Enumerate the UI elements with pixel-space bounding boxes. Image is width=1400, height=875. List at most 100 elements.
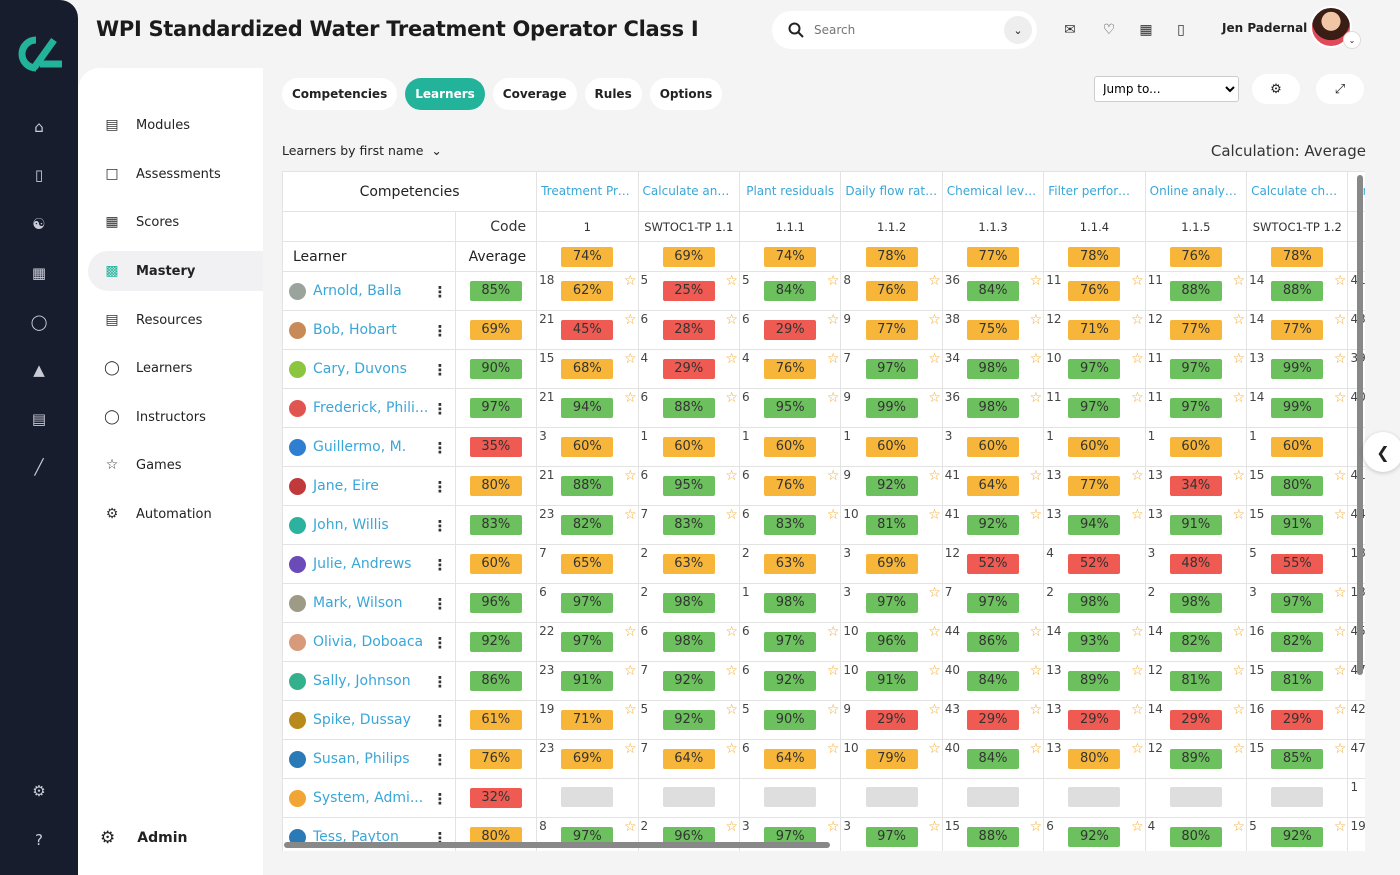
tab-competencies[interactable]: Competencies xyxy=(282,78,398,110)
mastery-cell[interactable]: 21 94% ☆ xyxy=(536,388,639,428)
mastery-cell[interactable]: 14 93% ☆ xyxy=(1043,622,1146,662)
mastery-cell[interactable]: 8 76% ☆ xyxy=(840,271,943,311)
learner-name[interactable]: Guillermo, M. ⋮ xyxy=(282,427,456,467)
mastery-cell[interactable]: 13 99% ☆ xyxy=(1246,349,1349,389)
more-options-icon[interactable]: ⋮ xyxy=(432,634,448,652)
mastery-cell[interactable]: 3 60% xyxy=(941,427,1045,467)
mastery-cell[interactable]: 23 91% ☆ xyxy=(536,661,639,701)
mastery-cell[interactable]: 14 29% ☆ xyxy=(1144,700,1248,740)
learner-name[interactable]: System, Admi... ⋮ xyxy=(282,778,456,818)
mastery-cell[interactable]: 15 68% ☆ xyxy=(536,349,639,389)
mastery-cell[interactable]: 10 79% ☆ xyxy=(840,739,943,779)
competency-header[interactable]: Calculate chemical... xyxy=(1246,171,1349,212)
tab-learners[interactable]: Learners xyxy=(405,78,485,110)
mastery-cell[interactable]: 6 29% ☆ xyxy=(738,310,842,350)
mastery-cell[interactable]: 16 29% ☆ xyxy=(1246,700,1349,740)
mastery-cell[interactable]: 10 97% ☆ xyxy=(1043,349,1146,389)
user-name[interactable]: Jen Padernal xyxy=(1222,21,1308,35)
search-bar[interactable]: ⌄ xyxy=(772,11,1037,49)
tab-options[interactable]: Options xyxy=(649,78,723,110)
competency-header[interactable]: Calculate and/or record: xyxy=(637,171,740,212)
mastery-cell[interactable]: 11 97% ☆ xyxy=(1043,388,1146,428)
mastery-cell[interactable]: 1996 xyxy=(1347,817,1365,851)
mastery-cell[interactable]: 3 69% xyxy=(840,544,943,584)
more-options-icon[interactable]: ⋮ xyxy=(432,400,448,418)
settings-button[interactable]: ⚙ xyxy=(1252,74,1300,104)
mastery-cell[interactable]: 6 97% xyxy=(536,583,639,623)
mastery-cell[interactable]: 6 98% ☆ xyxy=(637,622,740,662)
learner-name[interactable]: Frederick, Phili... ⋮ xyxy=(282,388,456,428)
grid-icon[interactable]: ▦ xyxy=(31,264,47,282)
settings-icon[interactable]: ⚙ xyxy=(32,782,46,800)
jump-to-select[interactable]: Jump to... xyxy=(1094,76,1239,102)
mastery-cell[interactable]: 1 98% xyxy=(738,583,842,623)
mastery-cell[interactable]: 4 80% ☆ xyxy=(1144,817,1248,851)
mastery-cell[interactable]: 3 97% ☆ xyxy=(840,583,943,623)
library-icon[interactable]: ▤ xyxy=(31,410,47,428)
chevron-down-icon[interactable]: ⌄ xyxy=(1343,31,1361,49)
mastery-cell[interactable]: 12 77% ☆ xyxy=(1144,310,1248,350)
more-options-icon[interactable]: ⋮ xyxy=(432,556,448,574)
competency-header[interactable]: Online analyzers data xyxy=(1144,171,1248,212)
mastery-cell[interactable]: 13 77% ☆ xyxy=(1043,466,1146,506)
mastery-cell[interactable]: 2 98% xyxy=(1144,583,1248,623)
learner-name[interactable]: Julie, Andrews ⋮ xyxy=(282,544,456,584)
mastery-cell[interactable]: 13 91% ☆ xyxy=(1144,505,1248,545)
mastery-cell[interactable]: 3 48% xyxy=(1144,544,1248,584)
mastery-cell[interactable]: 6 97% ☆ xyxy=(738,622,842,662)
more-options-icon[interactable]: ⋮ xyxy=(432,283,448,301)
mastery-cell[interactable]: 5 90% ☆ xyxy=(738,700,842,740)
mastery-cell[interactable]: 14 77% ☆ xyxy=(1246,310,1349,350)
chevron-down-icon[interactable]: ⌄ xyxy=(1004,16,1032,44)
mastery-cell[interactable]: 7 64% ☆ xyxy=(637,739,740,779)
users-icon[interactable]: ☯ xyxy=(32,215,46,233)
competency-header[interactable]: Chemical levels and... xyxy=(941,171,1045,212)
mastery-cell[interactable]: 16 82% ☆ xyxy=(1246,622,1349,662)
mastery-cell[interactable]: 6 88% ☆ xyxy=(637,388,740,428)
mastery-cell[interactable]: 13 94% ☆ xyxy=(1043,505,1146,545)
sidebar-item-automation[interactable]: ⚙ Automation xyxy=(88,494,263,534)
mastery-cell[interactable]: 14 82% ☆ xyxy=(1144,622,1248,662)
mastery-cell[interactable]: 2 98% xyxy=(637,583,740,623)
more-options-icon[interactable]: ⋮ xyxy=(432,478,448,496)
learner-name[interactable]: Susan, Philips ⋮ xyxy=(282,739,456,779)
mastery-cell[interactable]: 6 64% ☆ xyxy=(738,739,842,779)
more-options-icon[interactable]: ⋮ xyxy=(432,595,448,613)
learner-name[interactable]: Arnold, Balla ⋮ xyxy=(282,271,456,311)
mastery-cell[interactable]: 23 82% ☆ xyxy=(536,505,639,545)
mastery-cell[interactable]: 6 92% ☆ xyxy=(1043,817,1146,851)
mastery-cell[interactable]: 6 28% ☆ xyxy=(637,310,740,350)
mastery-cell[interactable]: 7 97% xyxy=(941,583,1045,623)
mastery-cell[interactable] xyxy=(738,778,842,818)
mastery-cell[interactable]: 9 92% ☆ xyxy=(840,466,943,506)
mastery-cell[interactable]: 34 98% ☆ xyxy=(941,349,1045,389)
mastery-cell[interactable]: 13 80% ☆ xyxy=(1043,739,1146,779)
mastery-cell[interactable]: 7 83% ☆ xyxy=(637,505,740,545)
mastery-cell[interactable] xyxy=(536,778,639,818)
mastery-cell[interactable]: 4 52% xyxy=(1043,544,1146,584)
mastery-cell[interactable]: 7 65% xyxy=(536,544,639,584)
competency-header[interactable]: Treatment Process xyxy=(536,171,639,212)
mastery-cell[interactable]: 1 60% xyxy=(1043,427,1146,467)
mastery-cell[interactable] xyxy=(941,778,1045,818)
mastery-cell[interactable]: 13 89% ☆ xyxy=(1043,661,1146,701)
mastery-cell[interactable]: 10 91% ☆ xyxy=(840,661,943,701)
mastery-cell[interactable]: 11 88% ☆ xyxy=(1144,271,1248,311)
mastery-cell[interactable]: 10 96% ☆ xyxy=(840,622,943,662)
mastery-cell[interactable]: 4 76% ☆ xyxy=(738,349,842,389)
mastery-cell[interactable]: 4 29% ☆ xyxy=(637,349,740,389)
mastery-cell[interactable]: 10 81% ☆ xyxy=(840,505,943,545)
mastery-cell[interactable]: 40 84% ☆ xyxy=(941,661,1045,701)
more-options-icon[interactable]: ⋮ xyxy=(432,361,448,379)
mastery-cell[interactable]: 5 92% ☆ xyxy=(637,700,740,740)
mastery-cell[interactable]: 23 69% ☆ xyxy=(536,739,639,779)
tab-rules[interactable]: Rules xyxy=(584,78,642,110)
learner-name[interactable]: Mark, Wilson ⋮ xyxy=(282,583,456,623)
competency-header[interactable]: Daily flow rates xyxy=(840,171,943,212)
more-options-icon[interactable]: ⋮ xyxy=(432,517,448,535)
sidebar-item-resources[interactable]: ▤ Resources xyxy=(88,300,263,340)
mastery-cell[interactable]: 14 99% ☆ xyxy=(1246,388,1349,428)
learner-name[interactable]: Jane, Eire ⋮ xyxy=(282,466,456,506)
learner-name[interactable]: Cary, Duvons ⋮ xyxy=(282,349,456,389)
mastery-cell[interactable]: 36 98% ☆ xyxy=(941,388,1045,428)
